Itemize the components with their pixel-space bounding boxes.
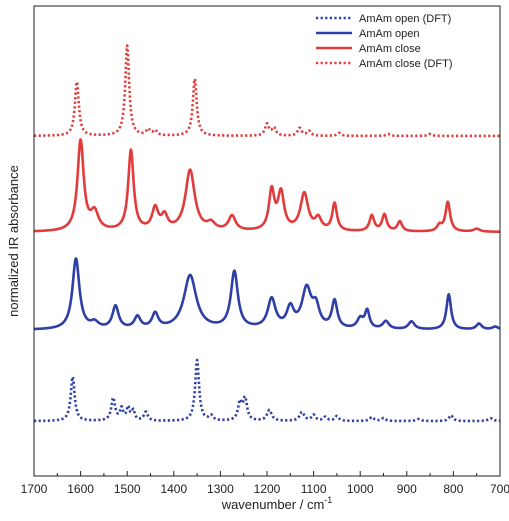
series-line-0 xyxy=(33,358,501,423)
x-tick-label: 1700 xyxy=(21,482,48,496)
x-tick-label: 1500 xyxy=(114,482,141,496)
x-tick-label: 1400 xyxy=(160,482,187,496)
y-axis-label: normalized IR absorbance xyxy=(6,165,21,317)
x-tick-label: 1300 xyxy=(207,482,234,496)
plot-series xyxy=(33,44,501,423)
legend-entry-2: AmAm close xyxy=(359,43,421,55)
series-line-2 xyxy=(33,138,501,234)
x-tick-label: 800 xyxy=(443,482,463,496)
legend-entry-3: AmAm close (DFT) xyxy=(359,58,453,70)
plot-frame xyxy=(33,5,501,477)
x-tick-label: 1000 xyxy=(347,482,374,496)
x-axis-label-superscript: -1 xyxy=(324,495,332,505)
x-axis-label-text: wavenumber / cm xyxy=(221,497,325,512)
x-tick-label: 1100 xyxy=(301,482,327,496)
legend: AmAm open (DFT) AmAm open AmAm close AmAm c… xyxy=(316,13,453,70)
x-tick-label: 1200 xyxy=(254,482,281,496)
x-axis-label: wavenumber / cm-1 xyxy=(221,495,333,512)
x-tick-label: 700 xyxy=(490,482,509,496)
series-line-3 xyxy=(33,44,501,138)
legend-entry-1: AmAm open xyxy=(359,28,420,40)
axes: 1700 1600 1500 1400 1300 1200 1100 1000 900 800 70… xyxy=(6,5,509,512)
legend-entry-0: AmAm open (DFT) xyxy=(359,13,451,25)
x-tick-label: 1600 xyxy=(67,482,94,496)
x-tick-label: 900 xyxy=(397,482,417,496)
series-line-1 xyxy=(33,257,501,331)
